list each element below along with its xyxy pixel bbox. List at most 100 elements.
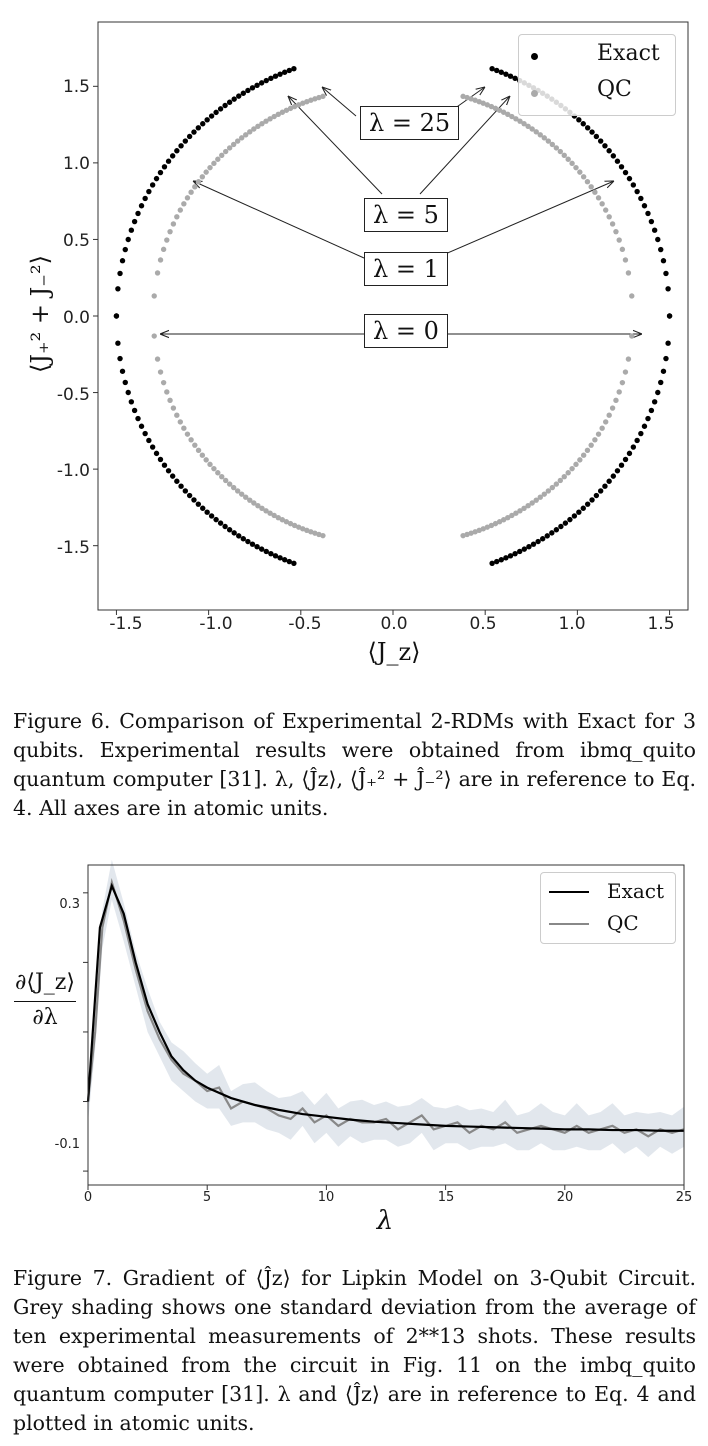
annotation-arrow: [193, 181, 365, 259]
qc-point: [513, 510, 519, 516]
exact-point: [584, 501, 591, 507]
x-tick-label: 10: [317, 1190, 335, 1205]
exact-point: [498, 69, 505, 75]
exact-point: [195, 125, 202, 131]
exact-point: [526, 544, 532, 550]
exact-point: [268, 550, 274, 557]
qc-point: [573, 461, 579, 468]
qc-point: [247, 129, 253, 135]
qc-point: [295, 524, 302, 530]
exact-point: [117, 355, 123, 362]
qc-point: [606, 214, 612, 220]
plot-frame: [87, 864, 685, 1186]
qc-point: [154, 270, 161, 276]
qc-point: [167, 228, 173, 235]
exact-point: [593, 133, 600, 140]
exact-point: [507, 553, 514, 559]
annotation-lambda-1: λ = 1: [364, 252, 448, 286]
exact-point: [146, 188, 152, 195]
qc-point: [580, 452, 587, 458]
qc-point: [616, 389, 622, 395]
exact-point: [222, 523, 228, 530]
exact-point: [618, 164, 625, 170]
figure-6-caption: Figure 6. Comparison of Experimental 2-R…: [13, 709, 696, 820]
qc-point: [279, 517, 286, 523]
exact-point: [149, 444, 156, 450]
exact-point: [153, 450, 160, 457]
qc-point: [606, 412, 612, 418]
qc-point: [192, 184, 198, 190]
exact-point: [614, 468, 621, 474]
legend: Exact QC: [518, 34, 676, 116]
qc-point: [569, 160, 575, 167]
qc-point: [203, 169, 209, 175]
exact-point: [277, 71, 283, 77]
qc-point: [271, 113, 277, 120]
annotation-arrow: [288, 96, 383, 195]
x-tick-label: 25: [675, 1190, 693, 1205]
qc-point: [549, 484, 556, 491]
exact-point: [272, 73, 279, 79]
figure-7-caption: Figure 7. Gradient of ⟨Ĵz⟩ for Lipkin Mo…: [13, 1266, 696, 1435]
exact-point: [517, 548, 523, 555]
qc-point: [492, 520, 499, 527]
qc-point: [588, 442, 594, 448]
exact-point: [165, 158, 172, 164]
qc-point: [525, 503, 531, 509]
qc-point: [167, 397, 173, 404]
qc-point: [602, 207, 609, 213]
exact-point: [258, 80, 265, 86]
legend-label-qc: QC: [597, 77, 632, 102]
exact-point: [638, 430, 644, 437]
qc-point: [255, 123, 261, 129]
qc-point: [215, 156, 221, 162]
exact-point: [645, 210, 651, 217]
qc-point: [476, 527, 482, 534]
exact-point: [165, 468, 172, 474]
exact-point: [530, 541, 537, 547]
x-tick-label: 1.5: [647, 614, 675, 634]
exact-point: [291, 65, 297, 72]
qc-point: [211, 465, 217, 472]
qc-point: [219, 152, 225, 159]
data-points: [113, 65, 673, 567]
qc-point: [629, 333, 635, 339]
qc-point: [243, 132, 249, 138]
qc-point: [207, 164, 213, 171]
exact-line: [86, 882, 684, 1132]
exact-point: [122, 379, 128, 386]
qc-point: [199, 174, 206, 180]
qc-point: [599, 201, 605, 207]
annotation-lambda-25: λ = 25: [360, 106, 460, 140]
qc-point: [211, 160, 217, 167]
qc-point: [222, 477, 229, 484]
exact-point: [602, 483, 608, 489]
qc-point: [238, 135, 245, 141]
x-tick-label: 5: [202, 1190, 212, 1205]
annotation-arrows: [160, 87, 642, 334]
exact-point: [571, 513, 578, 519]
qc-point: [203, 457, 209, 463]
x-tick-label: 20: [556, 1190, 574, 1205]
exact-point: [641, 203, 648, 209]
exact-point: [240, 536, 247, 542]
qc-point: [279, 109, 286, 115]
legend-label-exact: Exact: [607, 879, 665, 903]
qc-point: [287, 520, 294, 527]
qc-point: [238, 491, 245, 497]
exact-point: [489, 65, 495, 72]
qc-point: [492, 105, 499, 112]
qc-point: [622, 257, 629, 263]
exact-point: [178, 143, 184, 149]
qc-point: [215, 470, 221, 476]
qc-point: [480, 526, 486, 532]
qc-point: [529, 126, 535, 132]
qc-point: [247, 497, 253, 503]
qc-point: [304, 98, 310, 105]
exact-point: [249, 541, 256, 547]
qc-point: [184, 195, 191, 201]
exact-point: [169, 153, 176, 159]
exact-point: [263, 77, 269, 84]
qc-point: [234, 138, 241, 144]
exact-point: [195, 501, 202, 507]
